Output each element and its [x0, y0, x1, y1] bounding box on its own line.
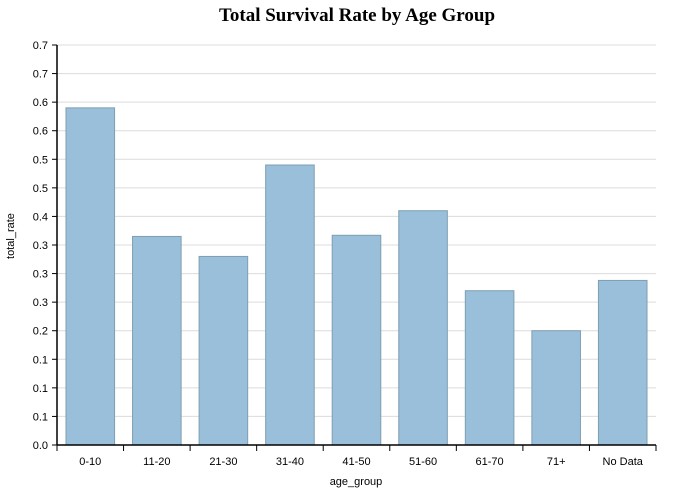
x-tick-label: 71+	[547, 456, 566, 468]
x-tick-label: 61-70	[476, 456, 504, 468]
y-tick-label: 0.5	[33, 154, 48, 166]
x-tick-label: 41-50	[342, 456, 370, 468]
y-tick-label: 0.4	[33, 211, 48, 223]
y-tick-label: 0.1	[33, 411, 48, 423]
bars	[65, 107, 648, 446]
bar-0-10	[65, 107, 116, 446]
x-tick-label: 0-10	[79, 456, 101, 468]
y-tick-label: 0.0	[33, 440, 48, 452]
y-tick-label: 0.7	[33, 40, 48, 52]
y-tick-label: 0.3	[33, 297, 48, 309]
y-tick-label: 0.3	[33, 240, 48, 252]
y-tick-label: 0.6	[33, 97, 48, 109]
y-tick-label: 0.3	[33, 269, 48, 281]
bar-51-60	[398, 210, 448, 446]
x-tick-label: 21-30	[209, 456, 237, 468]
x-tick-label: No Data	[603, 456, 644, 468]
x-tick-label: 51-60	[409, 456, 437, 468]
y-axis-label: total_rate	[5, 213, 17, 259]
bar-41-50	[331, 234, 382, 446]
chart-title: Total Survival Rate by Age Group	[219, 5, 495, 26]
bar-61-70	[464, 290, 515, 446]
y-tick-label: 0.7	[33, 69, 48, 81]
x-tick-label: 11-20	[143, 456, 170, 468]
bar-11-20	[132, 235, 182, 446]
y-tick-label: 0.6	[33, 126, 48, 138]
y-axis-ticks: 0.0 0.1 0.1 0.1 0.2 0.3 0.3 0.3 0.4 0.5 0.5 0.6 0.6 0…	[33, 40, 57, 452]
y-tick-label: 0.1	[33, 354, 48, 366]
bar-71	[531, 330, 581, 446]
bar-21-30	[198, 255, 249, 446]
y-tick-label: 0.2	[33, 326, 48, 338]
x-tick-label: 31-40	[276, 456, 304, 468]
bar-no-data	[597, 279, 648, 446]
bar-31-40	[265, 164, 315, 446]
y-tick-label: 0.5	[33, 183, 48, 195]
x-axis-label: age_group	[330, 476, 383, 488]
y-tick-label: 0.1	[33, 383, 48, 395]
x-axis-ticks: 0-10 11-20 21-30 31-40 41-50 51-60 61-70 71+ No …	[56, 445, 657, 468]
